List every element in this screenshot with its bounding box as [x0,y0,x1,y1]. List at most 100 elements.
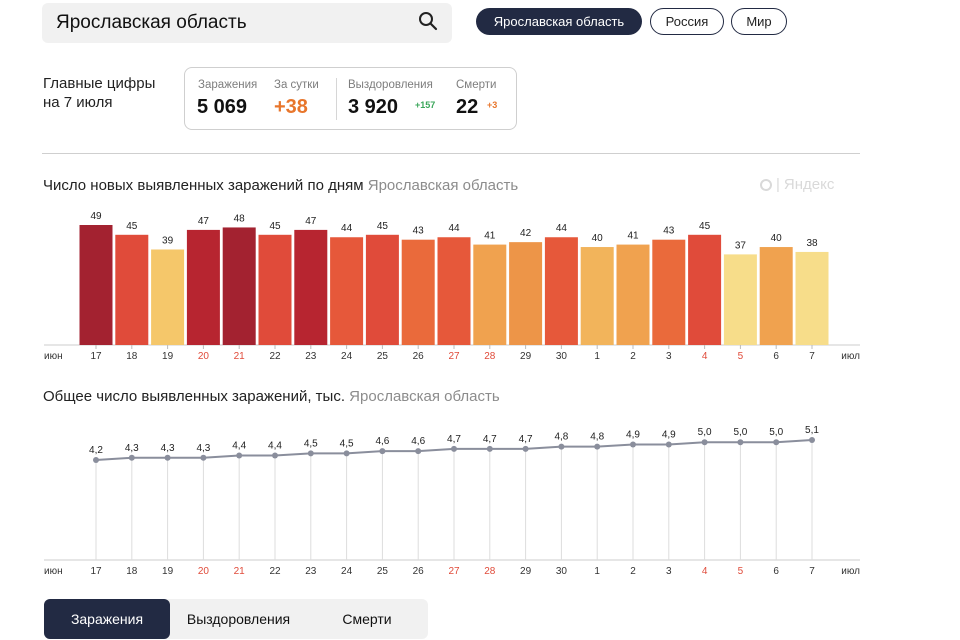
bar-value-label: 40 [771,233,783,244]
bar-chart-title-text: Число новых выявленных заражений по дням [43,177,364,194]
point-value-label: 4,6 [375,436,389,447]
x-tick-label: 23 [305,351,317,362]
recoveries-value: 3 920 [348,96,399,118]
x-tick-label: 4 [702,566,708,577]
summary-title-line1: Главные цифры [43,75,156,92]
line-point [486,445,493,452]
x-tick-label: 4 [702,351,708,362]
region-tab-world[interactable]: Мир [731,8,787,35]
x-tick-label: 20 [198,566,210,577]
bar-value-label: 44 [341,223,353,234]
point-value-label: 5,0 [733,427,747,438]
deaths-delta: +3 [487,100,498,110]
x-tick-label: 1 [594,351,600,362]
bar [79,225,113,345]
point-value-label: 5,0 [769,427,783,438]
infections-label: Заражения [198,79,258,91]
bar [795,251,829,345]
watermark-text: Яндекс [783,176,835,193]
bar [151,249,185,345]
point-value-label: 4,7 [519,434,533,445]
point-value-label: 4,9 [662,429,676,440]
line-chart-region: Ярославская область [349,388,500,405]
bar-chart-title: Число новых выявленных заражений по дням… [43,177,518,194]
x-tick-label: 27 [448,566,460,577]
metric-tabs: Заражения Выздоровления Смерти [44,599,428,639]
bar-value-label: 42 [520,228,532,239]
line-point [701,439,708,446]
point-value-label: 4,8 [590,432,604,443]
summary-title: Главные цифры на 7 июля [43,74,155,112]
point-value-label: 4,3 [196,443,210,454]
x-tick-label: 22 [269,566,281,577]
x-tick-label: 1 [594,566,600,577]
x-tick-label: 17 [90,351,102,362]
point-value-label: 4,3 [125,443,139,454]
x-tick-label: 25 [377,566,389,577]
x-tick-label: 7 [809,566,815,577]
region-search-input[interactable]: Ярославская область [42,3,452,43]
daily-label: За сутки [274,79,319,91]
point-value-label: 4,8 [554,432,568,443]
point-value-label: 4,5 [340,438,354,449]
x-start-label: июн [44,351,63,362]
bar [186,229,220,345]
bar [258,234,292,345]
point-value-label: 4,6 [411,436,425,447]
x-tick-label: 26 [413,351,425,362]
infections-value: 5 069 [197,96,248,118]
bar [652,239,686,345]
x-tick-label: 19 [162,351,174,362]
bar-value-label: 37 [735,240,747,251]
tab-infections[interactable]: Заражения [44,599,170,639]
x-tick-label: 24 [341,351,353,362]
line-point [773,439,780,446]
line-point [272,452,278,459]
bar-value-label: 41 [484,231,496,242]
point-value-label: 5,0 [698,427,712,438]
region-tab-russia[interactable]: Россия [650,8,724,35]
x-tick-label: 6 [773,566,779,577]
tab-recoveries[interactable]: Выздоровления [186,611,291,627]
x-tick-label: 29 [520,566,532,577]
recoveries-label: Выздоровления [348,79,433,91]
bar [115,234,149,345]
x-tick-label: 21 [234,566,246,577]
point-value-label: 5,1 [805,425,819,436]
line-point [737,439,744,446]
summary-stats-card: Заражения 5 069 За сутки +38 Выздоровлен… [184,67,517,130]
tab-deaths[interactable]: Смерти [342,611,392,627]
bar-value-label: 40 [592,233,604,244]
bar [544,237,578,345]
x-tick-label: 3 [666,351,672,362]
bar-chart: 4917451839194720482145224723442445254326… [44,211,860,362]
search-icon[interactable] [418,11,438,36]
bar-chart-region: Ярославская область [367,177,519,194]
recoveries-delta: +157 [415,100,436,110]
region-tab-yaroslavl[interactable]: Ярославская область [476,8,642,35]
bar [401,239,435,345]
yandex-watermark: | Яндекс [760,176,834,193]
bar-value-label: 39 [162,235,174,246]
bar [294,229,328,345]
stats-divider [336,78,337,120]
bar-value-label: 45 [377,221,389,232]
x-tick-label: 2 [630,566,636,577]
x-tick-label: 28 [484,566,496,577]
x-tick-label: 18 [126,351,138,362]
bar-value-label: 44 [556,223,568,234]
line-chart-title: Общее число выявленных заражений, тыс. Я… [43,388,500,405]
bar-value-label: 43 [663,226,675,237]
bar-value-label: 45 [699,221,711,232]
bar-value-label: 47 [305,216,317,227]
x-tick-label: 28 [484,351,496,362]
line-point [558,443,565,450]
deaths-value: 22 [456,96,479,118]
line-point [93,457,99,463]
x-tick-label: 17 [90,566,102,577]
line-point [343,450,350,457]
line-point [809,437,815,443]
x-tick-label: 25 [377,351,389,362]
x-tick-label: 3 [666,566,672,577]
x-tick-label: 6 [773,351,779,362]
